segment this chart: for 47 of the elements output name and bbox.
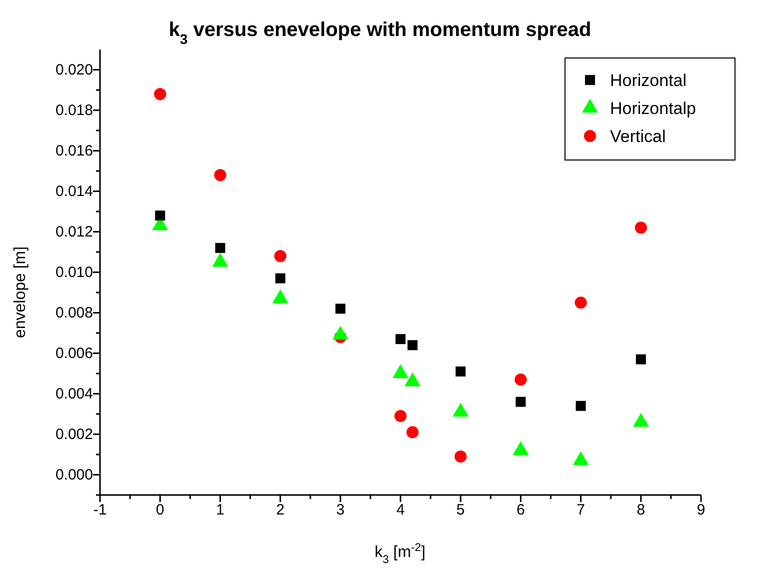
x-tick-label: 6 — [516, 502, 525, 519]
y-tick-label: 0.010 — [55, 264, 93, 282]
point — [574, 296, 587, 309]
point — [214, 169, 226, 182]
y-tick-label: 0.006 — [55, 345, 93, 362]
point — [636, 354, 646, 364]
y-tick-label: 0.002 — [55, 426, 93, 444]
x-tick-label: 9 — [696, 502, 706, 519]
y-tick-label: 0.016 — [55, 142, 93, 160]
point — [396, 334, 406, 344]
point — [516, 396, 526, 407]
x-tick-label: 4 — [396, 502, 405, 519]
y-tick-label: 0.018 — [55, 102, 93, 120]
y-axis-title: envelope [m] — [12, 246, 29, 338]
point — [408, 340, 418, 350]
point — [335, 304, 346, 314]
point — [155, 210, 166, 221]
x-tick-label: -1 — [93, 502, 107, 519]
chart-title: k$_{3}$ versus enevelope with momentum spread — [168, 19, 592, 47]
legend-label: Vertical — [610, 127, 666, 146]
point — [456, 366, 466, 376]
point — [275, 273, 286, 284]
x-axis-title: k$_{3}$ [m$^{-2}$] — [374, 542, 426, 566]
x-tick-label: 3 — [336, 502, 345, 519]
x-tick-label: 5 — [456, 502, 465, 519]
point — [514, 374, 527, 386]
y-tick-label: 0.020 — [55, 62, 93, 79]
y-tick-label: 0.008 — [55, 304, 93, 322]
point — [154, 88, 166, 100]
legend-label: Horizontal — [610, 71, 687, 90]
point — [576, 400, 586, 411]
x-tick-label: 0 — [156, 502, 164, 519]
y-tick-label: 0.004 — [55, 386, 93, 403]
point — [274, 250, 286, 262]
point — [215, 242, 226, 253]
x-tick-label: 8 — [636, 502, 646, 519]
point — [406, 426, 419, 438]
x-tick-label: 7 — [576, 502, 585, 519]
x-tick-label: 2 — [276, 502, 284, 519]
point — [634, 222, 647, 234]
y-tick-label: 0.000 — [55, 466, 93, 484]
x-tick-label: 1 — [216, 502, 224, 519]
point — [454, 450, 467, 463]
y-tick-label: 0.014 — [55, 183, 93, 200]
y-tick-label: 0.012 — [55, 224, 93, 241]
legend-label: Horizontalp — [610, 99, 696, 118]
point — [394, 410, 407, 422]
